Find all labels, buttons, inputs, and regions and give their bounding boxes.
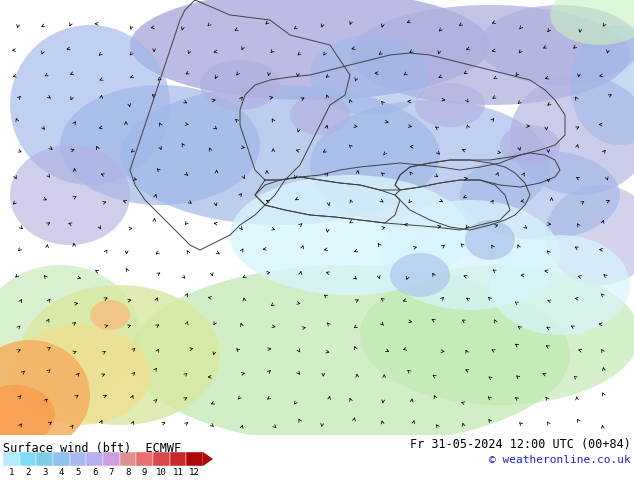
Ellipse shape [0, 265, 140, 405]
Ellipse shape [390, 253, 450, 297]
Bar [20, 452, 36, 466]
Ellipse shape [310, 100, 550, 230]
Text: Surface wind (bft)  ECMWF: Surface wind (bft) ECMWF [3, 442, 181, 455]
Ellipse shape [510, 75, 634, 195]
Ellipse shape [200, 60, 280, 110]
Ellipse shape [90, 300, 130, 330]
Text: © weatheronline.co.uk: © weatheronline.co.uk [489, 455, 631, 465]
Ellipse shape [0, 385, 55, 445]
Ellipse shape [130, 0, 490, 100]
Ellipse shape [20, 285, 220, 425]
Bar [136, 452, 153, 466]
Ellipse shape [10, 325, 150, 425]
Ellipse shape [350, 5, 630, 105]
Bar [186, 452, 203, 466]
Ellipse shape [60, 85, 260, 205]
Bar [86, 452, 103, 466]
Text: 9: 9 [142, 468, 147, 477]
Text: 3: 3 [42, 468, 48, 477]
Ellipse shape [10, 145, 130, 245]
Bar [103, 452, 120, 466]
Text: Fr 31-05-2024 12:00 UTC (00+84): Fr 31-05-2024 12:00 UTC (00+84) [410, 438, 631, 451]
Bar [170, 452, 186, 466]
Ellipse shape [380, 200, 560, 310]
Text: 8: 8 [126, 468, 131, 477]
Ellipse shape [500, 125, 560, 165]
Bar [153, 452, 170, 466]
Ellipse shape [480, 5, 634, 85]
Ellipse shape [570, 25, 634, 145]
Text: 11: 11 [172, 468, 183, 477]
Text: 7: 7 [108, 468, 114, 477]
Ellipse shape [230, 175, 470, 295]
Text: 6: 6 [92, 468, 98, 477]
Bar [3, 452, 20, 466]
Text: 12: 12 [190, 468, 200, 477]
Ellipse shape [130, 265, 570, 445]
Ellipse shape [460, 150, 620, 240]
Ellipse shape [290, 95, 350, 135]
Text: 1: 1 [9, 468, 14, 477]
Ellipse shape [310, 35, 430, 115]
Polygon shape [203, 452, 213, 466]
Ellipse shape [360, 265, 634, 405]
Ellipse shape [415, 83, 485, 127]
Bar [36, 452, 53, 466]
Ellipse shape [550, 0, 634, 45]
Text: 10: 10 [156, 468, 167, 477]
Text: 2: 2 [25, 468, 30, 477]
Ellipse shape [10, 25, 170, 185]
Text: 5: 5 [75, 468, 81, 477]
Bar [53, 452, 70, 466]
Bar [120, 452, 136, 466]
Ellipse shape [545, 185, 634, 285]
Text: 4: 4 [59, 468, 64, 477]
Ellipse shape [490, 235, 630, 335]
Bar [70, 452, 86, 466]
Ellipse shape [120, 85, 440, 225]
Ellipse shape [0, 340, 90, 450]
Ellipse shape [465, 220, 515, 260]
